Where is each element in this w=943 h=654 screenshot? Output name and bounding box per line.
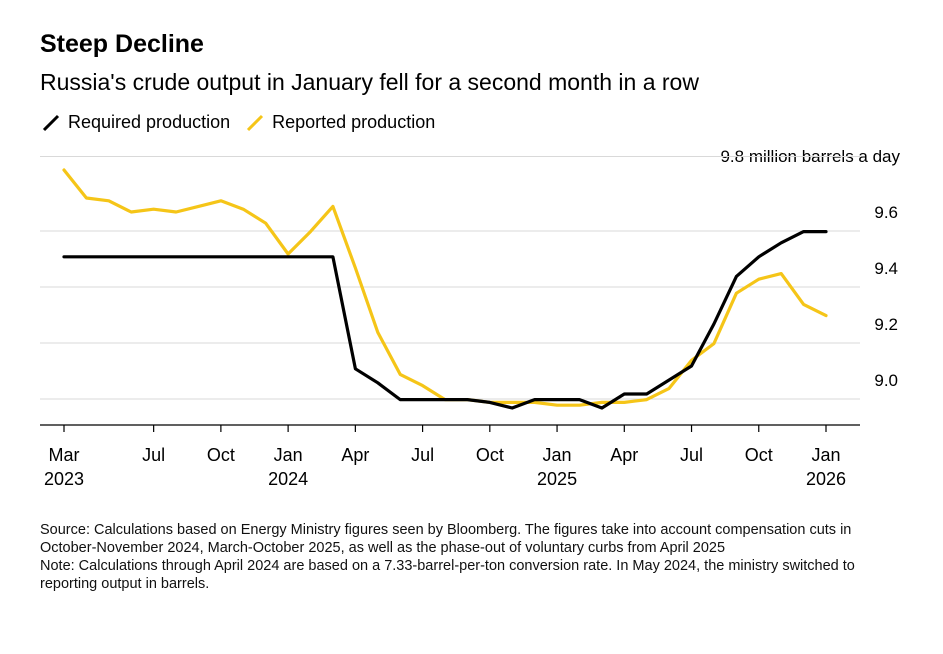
- y-tick-label: 9.0: [874, 371, 898, 390]
- legend-label-required: Required production: [68, 112, 231, 132]
- chart-subtitle: Russia's crude output in January fell fo…: [40, 69, 699, 95]
- legend: Required production Reported production: [40, 112, 449, 133]
- x-tick-label-year: 2025: [537, 469, 577, 489]
- x-tick-label-year: 2024: [268, 469, 308, 489]
- x-tick-label-month: Jan: [274, 445, 303, 465]
- x-tick-label-month: Oct: [745, 445, 773, 465]
- chart-title: Steep Decline: [40, 30, 204, 58]
- x-tick-label-month: Jan: [543, 445, 572, 465]
- x-tick-label-month: Jan: [811, 445, 840, 465]
- legend-item-required: Required production: [40, 112, 230, 133]
- x-tick-label-year: 2023: [44, 469, 84, 489]
- source-note: Source: Calculations based on Energy Min…: [40, 522, 852, 556]
- y-tick-label: 9.2: [874, 315, 898, 334]
- x-tick-label-month: Jul: [142, 445, 165, 465]
- y-tick-label: 9.6: [874, 203, 898, 222]
- legend-item-reported: Reported production: [244, 112, 435, 133]
- series-line-required-production: [62, 230, 828, 410]
- x-tick-label-month: Mar: [49, 445, 80, 465]
- x-tick-label-year: 2026: [806, 469, 846, 489]
- legend-swatch-reported: [247, 114, 264, 131]
- x-tick-label-month: Oct: [476, 445, 504, 465]
- y-tick-label: 9.4: [874, 259, 898, 278]
- line-chart: 9.8 million barrels a day9.69.49.29.0Mar…: [40, 147, 900, 489]
- x-tick-label-month: Apr: [341, 445, 369, 465]
- x-tick-label-month: Oct: [207, 445, 235, 465]
- chart-notes: Source: Calculations based on Energy Min…: [40, 521, 900, 593]
- methodology-note: Note: Calculations through April 2024 ar…: [40, 558, 855, 592]
- legend-label-reported: Reported production: [272, 112, 436, 132]
- legend-swatch-required: [42, 114, 60, 131]
- x-tick-label-month: Apr: [610, 445, 638, 465]
- series-line-reported-production: [62, 168, 828, 407]
- x-tick-label-month: Jul: [411, 445, 434, 465]
- x-tick-label-month: Jul: [680, 445, 703, 465]
